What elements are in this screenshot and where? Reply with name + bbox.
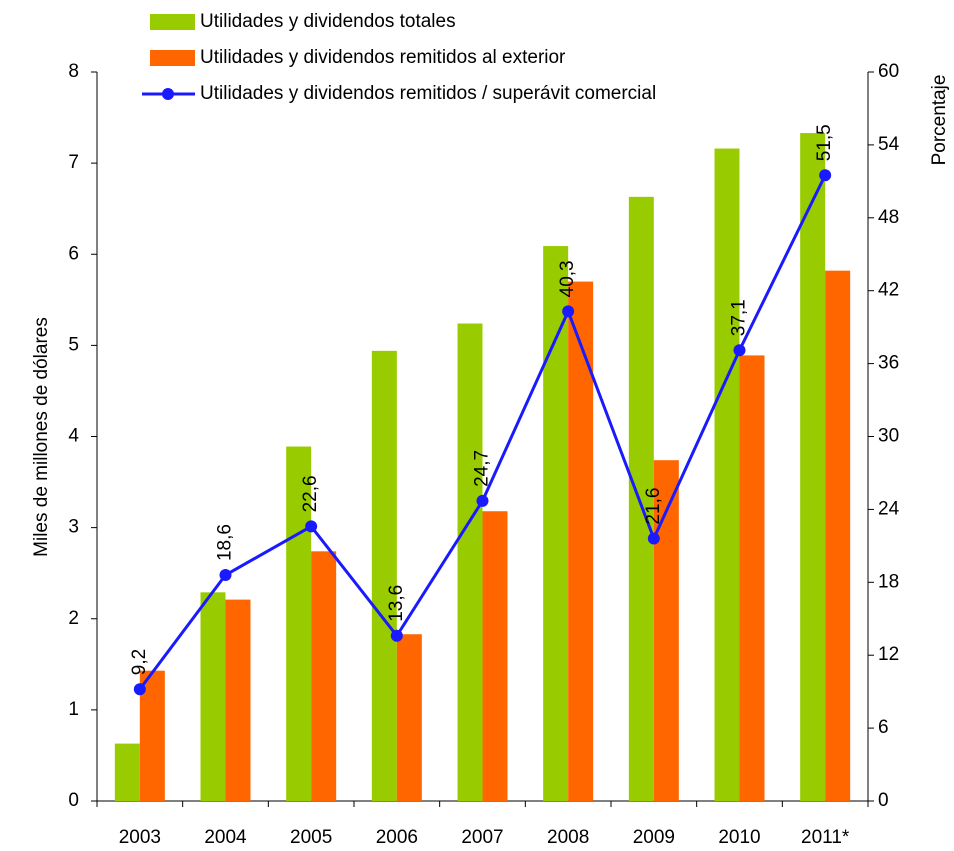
bar	[371, 350, 397, 801]
bar	[482, 511, 508, 801]
x-tick-label: 2008	[547, 827, 589, 848]
y2-tick-label: 36	[878, 353, 899, 374]
data-label: 51,5	[814, 124, 835, 161]
y-tick-label: 2	[68, 608, 79, 629]
line-point	[390, 629, 403, 642]
line-point	[476, 494, 489, 507]
bar	[739, 355, 765, 801]
y-tick-label: 1	[68, 699, 79, 720]
legend-swatch	[162, 88, 174, 100]
y-tick-label: 6	[68, 243, 79, 264]
y2-tick-label: 30	[878, 426, 899, 447]
legend-swatch	[150, 50, 195, 66]
y-tick-label: 4	[68, 426, 79, 447]
x-tick-label: 2010	[718, 827, 760, 848]
legend-label: Utilidades y dividendos remitidos / supe…	[200, 83, 656, 104]
y2-tick-label: 6	[878, 717, 889, 738]
legend-label: Utilidades y dividendos totales	[200, 11, 456, 32]
y2-tick-label: 54	[878, 134, 900, 155]
line-point	[133, 683, 146, 696]
data-label: 18,6	[215, 524, 236, 561]
bar	[225, 599, 251, 801]
y2-tick-label: 60	[878, 61, 899, 82]
legend-label: Utilidades y dividendos remitidos al ext…	[200, 47, 566, 68]
data-label: 21,6	[643, 488, 664, 525]
data-label: 40,3	[557, 260, 578, 297]
y2-axis-title: Porcentaje	[929, 75, 950, 166]
data-label: 22,6	[300, 475, 321, 512]
y2-tick-label: 12	[878, 644, 899, 665]
line-point	[733, 344, 746, 357]
line-point	[562, 305, 575, 318]
line-point	[219, 569, 232, 582]
line-point	[647, 532, 660, 545]
bar	[825, 270, 851, 802]
y2-tick-label: 48	[878, 207, 899, 228]
bar	[543, 246, 569, 801]
y-axis-title: Miles de millones de dólares	[31, 317, 52, 557]
y2-tick-label: 0	[878, 790, 889, 811]
y2-tick-label: 24	[878, 498, 900, 519]
y2-tick-label: 18	[878, 571, 899, 592]
bar	[286, 446, 312, 801]
y-tick-label: 3	[68, 517, 79, 538]
bar	[311, 551, 337, 801]
x-tick-label: 2004	[204, 827, 247, 848]
y-tick-label: 8	[68, 61, 79, 82]
bar	[396, 634, 422, 801]
x-tick-label: 2011*	[801, 827, 850, 848]
data-label: 9,2	[129, 649, 150, 675]
x-tick-label: 2005	[290, 827, 332, 848]
bar	[653, 460, 679, 801]
data-label: 13,6	[386, 585, 407, 622]
y-tick-label: 5	[68, 334, 79, 355]
line-point	[819, 169, 832, 182]
bar	[457, 323, 483, 801]
x-tick-label: 2003	[119, 827, 161, 848]
y2-tick-label: 42	[878, 280, 899, 301]
x-tick-label: 2009	[633, 827, 675, 848]
legend-swatch	[150, 14, 195, 30]
bar	[200, 592, 226, 801]
bar	[568, 281, 594, 801]
bar	[714, 148, 740, 802]
bar	[114, 743, 140, 801]
data-label: 37,1	[729, 299, 750, 336]
y-tick-label: 7	[68, 152, 79, 173]
x-tick-label: 2006	[376, 827, 418, 848]
data-label: 24,7	[472, 450, 493, 487]
x-tick-label: 2007	[461, 827, 503, 848]
y-tick-label: 0	[68, 790, 79, 811]
line-point	[305, 520, 318, 533]
bar	[800, 133, 826, 801]
bar	[628, 196, 654, 801]
